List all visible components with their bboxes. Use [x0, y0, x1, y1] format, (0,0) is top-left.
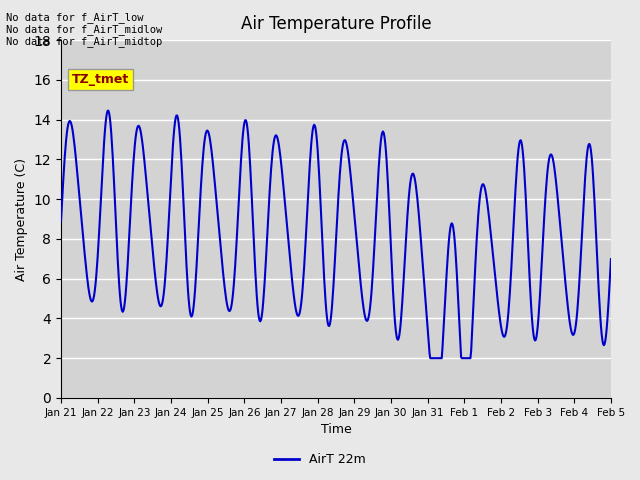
Legend: AirT 22m: AirT 22m: [269, 448, 371, 471]
X-axis label: Time: Time: [321, 423, 351, 436]
Y-axis label: Air Temperature (C): Air Temperature (C): [15, 157, 28, 280]
Text: No data for f_AirT_midlow: No data for f_AirT_midlow: [6, 24, 163, 35]
Text: TZ_tmet: TZ_tmet: [72, 73, 129, 86]
Text: No data for f_AirT_midtop: No data for f_AirT_midtop: [6, 36, 163, 47]
Text: No data for f_AirT_low: No data for f_AirT_low: [6, 12, 144, 23]
Title: Air Temperature Profile: Air Temperature Profile: [241, 15, 431, 33]
